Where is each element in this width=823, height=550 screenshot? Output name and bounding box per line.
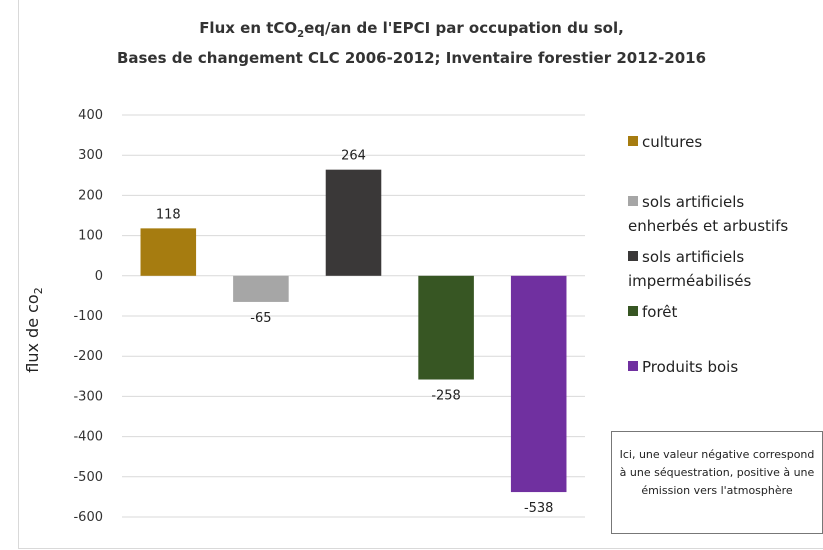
y-tick-label: 400 xyxy=(78,108,103,123)
legend-item: sols artificiels enherbés et arbustifs xyxy=(628,190,788,238)
data-label: 264 xyxy=(341,149,366,164)
legend-item: cultures xyxy=(628,130,702,154)
legend-swatch xyxy=(628,361,638,371)
legend-swatch xyxy=(628,136,638,146)
legend-swatch xyxy=(628,306,638,316)
bar-produits-bois xyxy=(510,275,567,493)
legend-label: Produits bois xyxy=(642,358,739,376)
legend-swatch xyxy=(628,196,638,206)
data-label: -538 xyxy=(524,501,554,516)
legend-item: sols artificiels imperméabilisés xyxy=(628,245,751,293)
bar-cultures xyxy=(140,228,197,276)
legend-item: forêt xyxy=(628,300,677,324)
legend-label: enherbés et arbustifs xyxy=(628,217,789,235)
legend-label: sols artificiels xyxy=(642,248,745,266)
y-tick-label: 200 xyxy=(78,188,103,203)
y-tick-label: -600 xyxy=(73,510,103,525)
y-tick-label: -500 xyxy=(73,470,103,485)
legend-label: sols artificiels xyxy=(642,193,745,211)
y-tick-label: 100 xyxy=(78,229,103,244)
y-tick-label: -100 xyxy=(73,309,103,324)
data-label: -258 xyxy=(431,389,461,404)
legend-item: Produits bois xyxy=(628,355,738,379)
bar-sols-artificiels-enherb-s-et-arbustifs xyxy=(233,275,289,302)
y-tick-label: 300 xyxy=(78,148,103,163)
chart-title-line-2: Bases de changement CLC 2006-2012; Inven… xyxy=(116,49,707,67)
y-tick-label: -400 xyxy=(73,430,103,445)
legend-label: imperméabilisés xyxy=(628,272,752,290)
data-label: 118 xyxy=(156,207,181,222)
legend-swatch xyxy=(628,251,638,261)
y-tick-label: 0 xyxy=(95,269,103,284)
chart-frame xyxy=(18,0,823,549)
legend-label: cultures xyxy=(642,133,703,151)
bar-for-t xyxy=(418,275,474,380)
data-label: -65 xyxy=(250,311,271,326)
bar-sols-artificiels-imperm-abilis-s xyxy=(325,169,382,276)
y-tick-label: -300 xyxy=(73,389,103,404)
legend-label: forêt xyxy=(642,303,678,321)
note-box: Ici, une valeur négative correspond à un… xyxy=(611,431,823,534)
chart-title-line-1: Flux en tCO2eq/an de l'EPCI par occupati… xyxy=(199,19,624,40)
y-tick-label: -200 xyxy=(73,349,103,364)
